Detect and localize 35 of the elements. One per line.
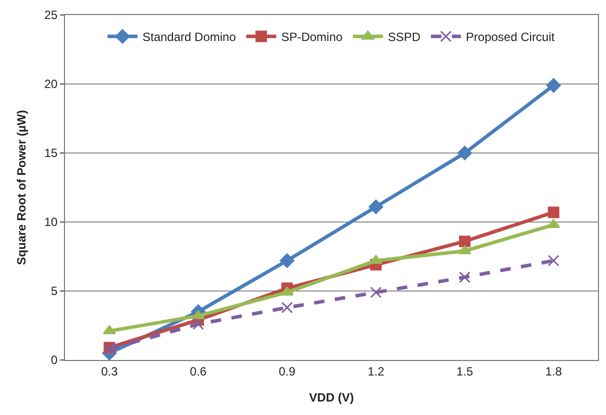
point [458,245,472,254]
point [280,286,294,296]
y-tick-label: 5 [50,284,58,298]
legend-label: Standard Domino [142,30,236,44]
x-axis-title: VDD (V) [309,390,354,404]
point [369,254,382,264]
legend-label: SP-Domino [281,30,343,44]
x-tick-label: 0.9 [278,364,296,378]
point [458,146,472,160]
point [546,78,561,93]
point [192,318,204,330]
point [548,206,560,218]
y-tick-label: 20 [44,77,58,92]
point [192,310,205,320]
point [459,271,470,283]
y-tick-label: 25 [44,8,58,22]
y-tick-label: 10 [44,215,58,230]
point [281,302,293,314]
point [370,286,382,298]
x-tick-label: 1.2 [368,364,385,378]
point [280,253,294,268]
point [547,219,560,228]
x-tick-label: 0.6 [190,364,207,378]
legend-label: Proposed Circuit [466,30,556,44]
x-tick-label: 1.8 [545,364,562,378]
x-tick-label: 1.5 [456,364,474,378]
point [368,200,384,214]
point [102,325,116,334]
y-axis-title: Square Root of Power (µW) [14,110,29,265]
y-tick-label: 15 [44,146,58,160]
x-tick-label: 0.3 [101,364,118,378]
legend-label: SSPD [388,30,421,44]
point [548,254,560,266]
point [459,236,470,248]
y-tick-label: 0 [50,353,58,368]
